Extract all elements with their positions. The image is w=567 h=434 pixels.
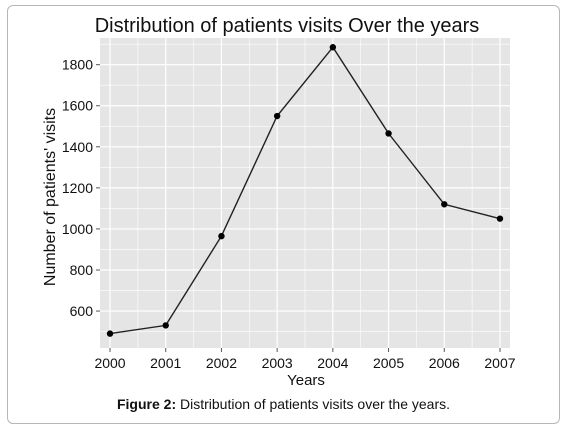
- data-point: [385, 130, 392, 137]
- axes: [96, 64, 501, 352]
- x-tick-label: 2005: [373, 355, 404, 371]
- x-tick-label: 2006: [429, 355, 460, 371]
- y-tick-label: 1200: [62, 180, 93, 196]
- caption-text: Distribution of patients visits over the…: [176, 396, 451, 412]
- y-tick-label: 600: [70, 303, 94, 319]
- gridlines: [100, 38, 510, 348]
- x-tick-label: 2003: [262, 355, 293, 371]
- caption-label: Figure 2:: [116, 396, 177, 412]
- y-tick-label: 1800: [62, 57, 93, 73]
- y-tick-label: 1000: [62, 221, 93, 237]
- data-point: [273, 112, 281, 120]
- data-point: [162, 322, 169, 329]
- tick-labels: 600 800 1000 1200 1400 1600 1800 2000 2001 2002 20…: [62, 57, 516, 371]
- data-point: [329, 44, 337, 51]
- y-tick-label: 1400: [62, 139, 93, 155]
- data-point: [218, 232, 225, 240]
- y-tick-label: 1600: [62, 98, 93, 114]
- data-points: [106, 44, 504, 337]
- x-tick-label: 2001: [150, 355, 181, 371]
- figure-caption: Figure 2: Distribution of patients visit…: [0, 396, 567, 412]
- x-tick-label: 2004: [317, 355, 348, 371]
- data-point: [106, 330, 114, 337]
- y-axis-label: Number of patients' visits: [42, 108, 59, 286]
- x-axis-label: Years: [287, 372, 325, 389]
- x-tick-label: 2002: [206, 355, 237, 371]
- data-point: [441, 201, 448, 208]
- y-tick-label: 800: [70, 262, 94, 278]
- data-point: [496, 215, 504, 222]
- series-line: [109, 46, 501, 335]
- x-tick-label: 2007: [484, 355, 515, 371]
- chart-title: Distribution of patients visits Over the…: [95, 15, 480, 37]
- x-tick-label: 2000: [94, 355, 125, 371]
